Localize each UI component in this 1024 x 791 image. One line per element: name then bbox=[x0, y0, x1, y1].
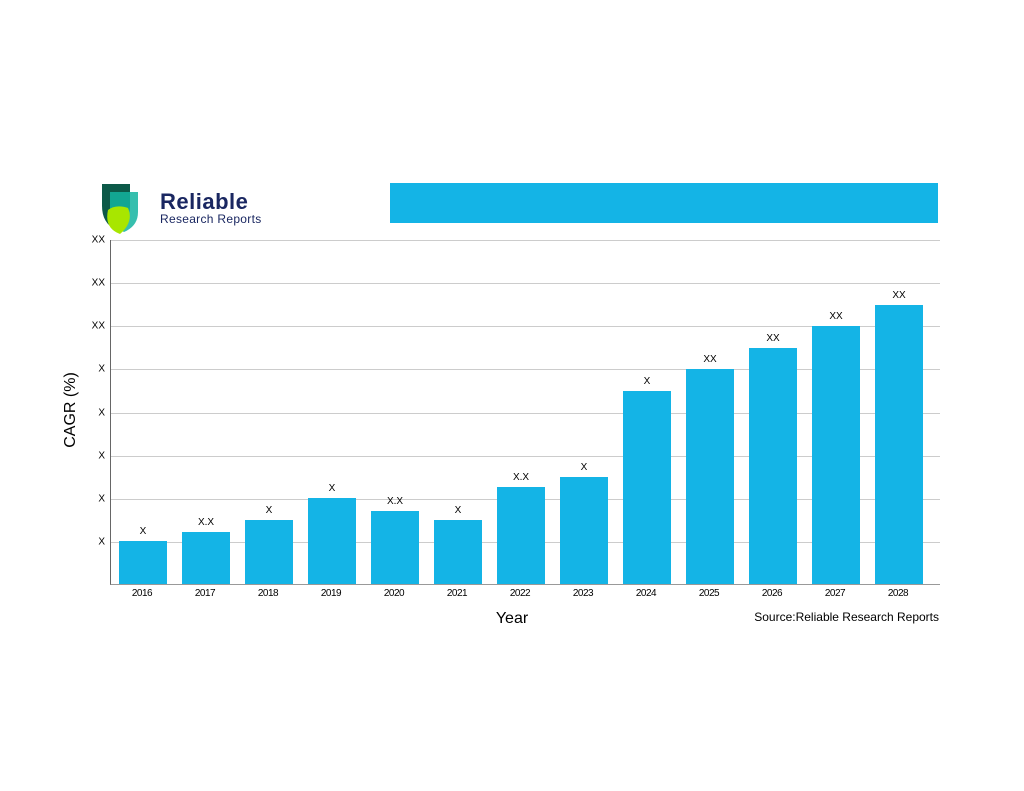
bar-value-label: XX bbox=[892, 290, 905, 301]
source-text: Reliable Research Reports bbox=[796, 610, 939, 624]
x-tick-label: 2022 bbox=[496, 588, 544, 599]
x-tick-label: 2017 bbox=[181, 588, 229, 599]
bar-slot: XX bbox=[749, 240, 797, 584]
bar-slot: X bbox=[623, 240, 671, 584]
source-label: Source: bbox=[754, 610, 795, 624]
chart-plot-area: XXXXXXXXXXX XX.XXXX.XXX.XXXXXXXXXXX bbox=[110, 240, 940, 585]
bar-value-label: XX bbox=[703, 354, 716, 365]
bar-slot: X.X bbox=[182, 240, 230, 584]
bar-value-label: X bbox=[266, 505, 273, 516]
bar: X bbox=[308, 498, 356, 584]
bar-series: XX.XXXX.XXX.XXXXXXXXXXX bbox=[111, 240, 940, 584]
bar: XX bbox=[875, 305, 923, 585]
bar: X bbox=[119, 541, 167, 584]
x-tick-row: 2016 2017 2018 2019 2020 2021 2022 2023 2024 2025… bbox=[110, 588, 940, 599]
bar-value-label: X bbox=[455, 505, 462, 516]
bar-value-label: XX bbox=[829, 311, 842, 322]
y-tick-label: XX bbox=[92, 321, 105, 332]
title-bar bbox=[390, 183, 938, 223]
source-attribution: Source:Reliable Research Reports bbox=[754, 610, 939, 624]
bar: X bbox=[245, 520, 293, 585]
bar-slot: X bbox=[560, 240, 608, 584]
bar-value-label: X.X bbox=[513, 472, 529, 483]
x-tick-label: 2021 bbox=[433, 588, 481, 599]
bar-value-label: XX bbox=[766, 333, 779, 344]
x-tick-label: 2025 bbox=[685, 588, 733, 599]
y-tick-label: X bbox=[98, 450, 105, 461]
bar-value-label: X bbox=[581, 462, 588, 473]
bar: X bbox=[623, 391, 671, 585]
bar-slot: XX bbox=[812, 240, 860, 584]
bar-slot: X.X bbox=[497, 240, 545, 584]
x-tick-label: 2024 bbox=[622, 588, 670, 599]
bar: XX bbox=[812, 326, 860, 584]
bar-slot: XX bbox=[686, 240, 734, 584]
bar-slot: XX bbox=[875, 240, 923, 584]
x-tick-label: 2028 bbox=[874, 588, 922, 599]
bar-slot: X.X bbox=[371, 240, 419, 584]
y-tick-label: X bbox=[98, 493, 105, 504]
shield-icon bbox=[90, 178, 150, 238]
logo-title: Reliable bbox=[160, 191, 262, 213]
x-axis-label: Year bbox=[496, 610, 528, 628]
x-tick-label: 2023 bbox=[559, 588, 607, 599]
bar-slot: X bbox=[308, 240, 356, 584]
bar: X bbox=[560, 477, 608, 585]
bar: XX bbox=[686, 369, 734, 584]
x-tick-label: 2018 bbox=[244, 588, 292, 599]
x-tick-label: 2026 bbox=[748, 588, 796, 599]
bar-slot: X bbox=[245, 240, 293, 584]
y-tick-label: XX bbox=[92, 235, 105, 246]
y-tick-label: X bbox=[98, 536, 105, 547]
bar-value-label: X.X bbox=[387, 496, 403, 507]
bar-value-label: X bbox=[140, 526, 147, 537]
y-axis-label: CAGR (%) bbox=[62, 372, 80, 448]
logo-subtitle: Research Reports bbox=[160, 213, 262, 225]
y-tick-label: XX bbox=[92, 278, 105, 289]
y-tick-label: X bbox=[98, 407, 105, 418]
bar-value-label: X bbox=[644, 376, 651, 387]
x-tick-label: 2027 bbox=[811, 588, 859, 599]
bar-slot: X bbox=[119, 240, 167, 584]
x-tick-label: 2019 bbox=[307, 588, 355, 599]
bar: X.X bbox=[371, 511, 419, 584]
bar: X.X bbox=[497, 487, 545, 584]
x-tick-label: 2016 bbox=[118, 588, 166, 599]
bar: X.X bbox=[182, 532, 230, 584]
brand-logo: Reliable Research Reports bbox=[90, 178, 262, 238]
bar: X bbox=[434, 520, 482, 585]
bar-value-label: X bbox=[329, 483, 336, 494]
bar-value-label: X.X bbox=[198, 517, 214, 528]
bar-slot: X bbox=[434, 240, 482, 584]
x-tick-label: 2020 bbox=[370, 588, 418, 599]
bar: XX bbox=[749, 348, 797, 585]
y-tick-label: X bbox=[98, 364, 105, 375]
